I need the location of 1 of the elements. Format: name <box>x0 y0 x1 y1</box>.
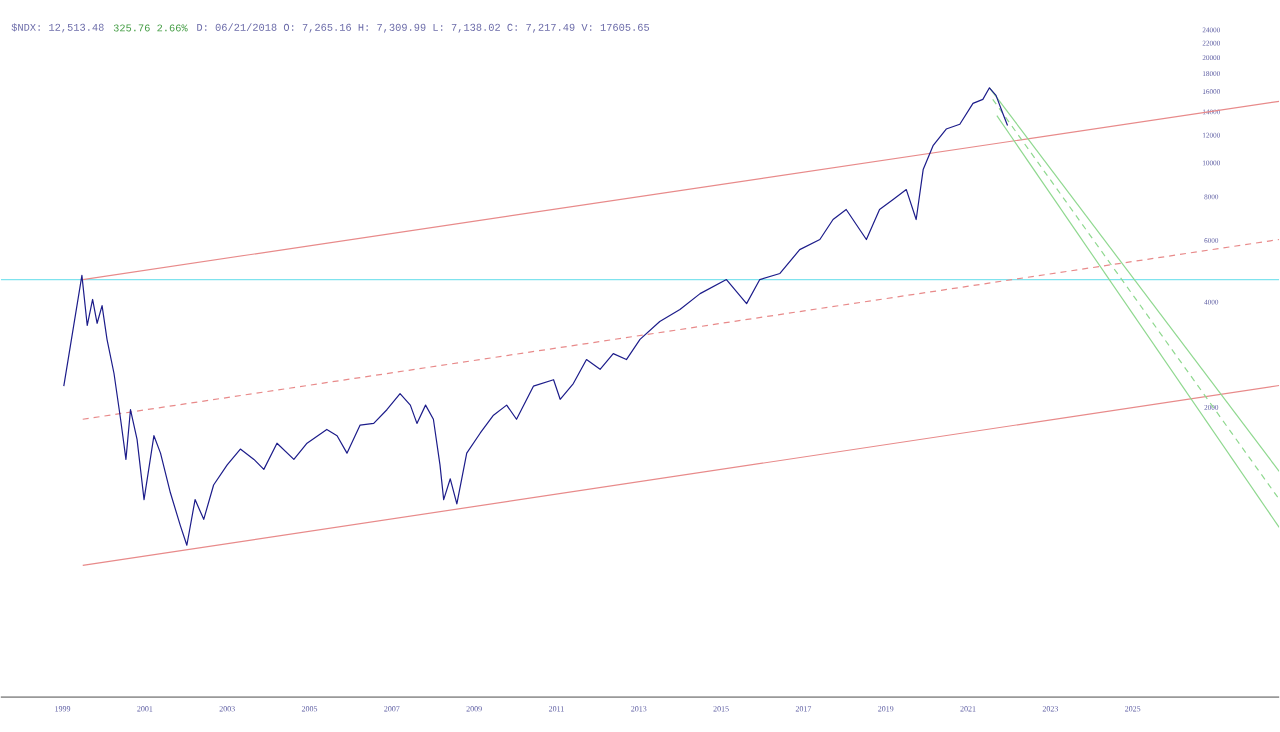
line-series <box>63 87 1009 547</box>
